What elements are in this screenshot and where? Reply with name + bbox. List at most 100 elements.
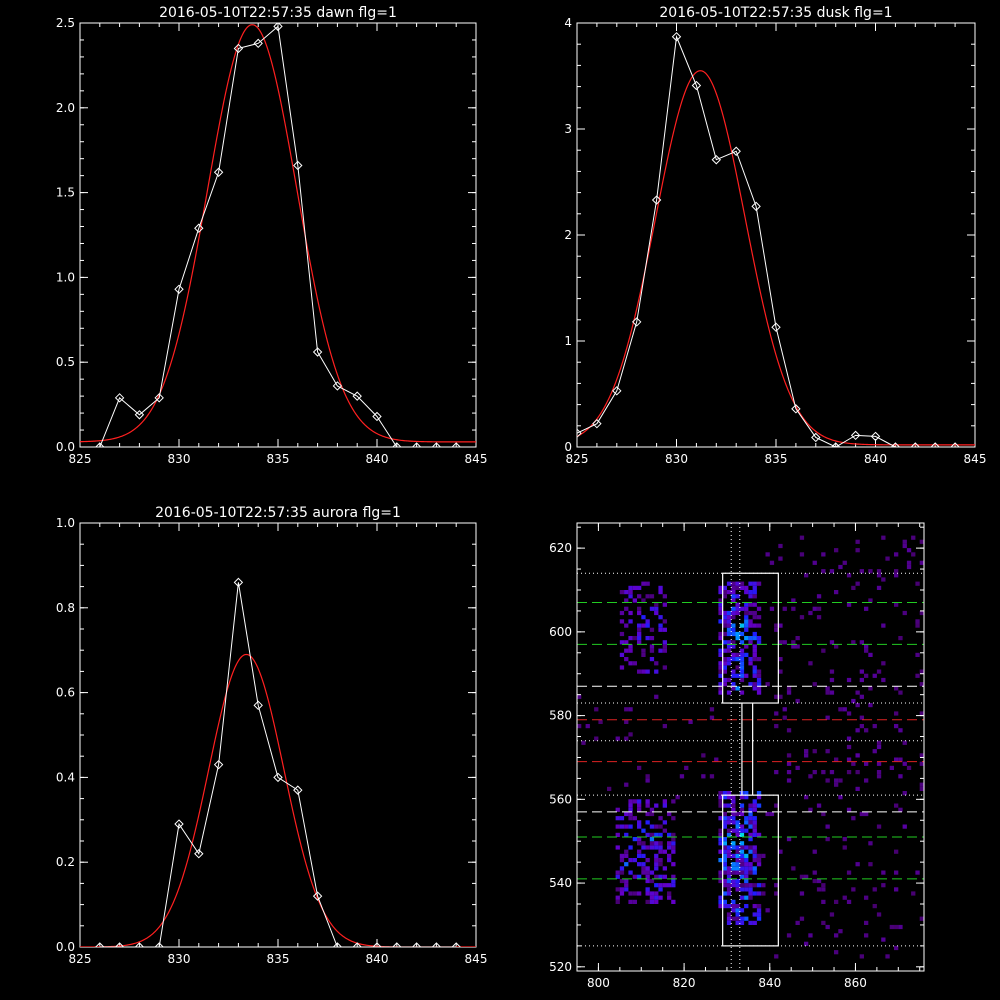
heatmap-pixel [722,640,727,645]
heatmap-pixel [671,874,676,879]
heatmap-pixel [821,920,826,925]
heatmap-pixel [718,832,723,837]
heatmap-pixel [726,870,732,875]
heatmap-pixel [645,811,650,817]
heatmap-pixel [765,908,770,913]
heatmap-pixel [825,749,830,754]
heatmap-pixel [649,870,655,875]
heatmap-pixel [752,824,757,829]
heatmap-pixel [624,824,629,829]
heatmap-pixel [722,816,727,821]
y-tick-label: 540 [549,876,572,890]
heatmap-pixel [799,916,805,921]
heatmap-pixel [876,744,882,750]
heatmap-pixel [637,765,642,770]
heatmap-pixel [718,878,723,884]
heatmap-pixel [744,623,749,628]
heatmap-pixel [619,590,625,595]
heatmap-pixel [919,610,924,616]
heatmap-pixel [872,673,877,678]
heatmap-pixel [649,899,655,904]
heatmap-pixel [726,853,732,858]
heatmap-pixel [641,581,646,586]
heatmap-pixel [919,761,924,766]
heatmap-pixel [718,610,723,616]
heatmap-pixel [851,585,856,590]
heatmap-pixel [812,606,817,611]
x-tick-label: 830 [168,952,191,966]
heatmap-pixel [632,899,637,904]
heatmap-pixel [718,682,723,687]
heatmap-pixel [756,669,762,674]
heatmap-pixel [752,799,757,804]
heatmap-pixel [667,895,672,900]
x-tick-label: 825 [69,952,92,966]
heatmap-pixel [748,636,753,641]
heatmap-pixel [726,883,732,888]
heatmap-pixel [744,673,749,678]
heatmap-pixel [731,916,736,921]
heatmap-pixel [624,883,629,888]
data-series-line [99,25,457,447]
heatmap-pixel [816,878,822,884]
heatmap-pixel [894,724,899,729]
heatmap-pixel [675,795,680,800]
heatmap-pixel [722,853,727,858]
heatmap-pixel [744,585,749,590]
heatmap-pixel [748,610,753,616]
heatmap-pixel [658,874,663,879]
heatmap-pixel [795,698,800,704]
heatmap-pixel [846,744,852,750]
heatmap-pixel [654,832,659,837]
heatmap-pixel [756,795,762,800]
chart-dusk: 2016-05-10T22:57:35 dusk flg=1 825 830 835 8… [564,5,986,466]
heatmap-pixel [632,661,637,666]
heatmap-pixel [628,799,633,804]
heatmap-pixel [667,841,672,846]
heatmap-pixel [649,636,655,641]
heatmap-pixel [744,590,749,595]
heatmap-pixel [739,828,745,833]
heatmap-pixel [919,539,924,544]
heatmap-pixel [645,619,650,624]
heatmap-pixel [709,774,715,779]
heatmap-pixel [654,803,659,808]
heatmap-pixel [859,640,864,645]
heatmap-pixel [795,636,800,641]
heatmap-pixel [671,878,676,884]
data-point [392,942,402,947]
heatmap-pixel [658,895,663,900]
heatmap-pixel [628,845,633,850]
heatmap-pixel [816,606,822,611]
heatmap-pixel [748,862,753,867]
heatmap-pixel [799,874,805,879]
heatmap-pixel [722,590,727,595]
heatmap-pixel [778,556,783,561]
heatmap-pixel [748,619,753,624]
heatmap-pixel [829,669,835,674]
data-point [731,146,741,156]
heatmap-pixel [812,682,817,687]
heatmap-pixel [628,816,633,821]
heatmap-pixel [782,715,787,720]
heatmap-pixel [825,686,830,691]
heatmap-pixel [654,862,659,867]
heatmap-pixel [876,573,882,578]
data-point [213,167,224,177]
heatmap-pixel [808,774,813,779]
heatmap-pixel [782,606,787,611]
heatmap-pixel [786,686,792,691]
heatmap-pixel [671,862,676,867]
heatmap-pixel [752,828,757,833]
heatmap-pixel [607,786,612,791]
heatmap-pixel [735,908,740,913]
box-connector [741,703,754,796]
heatmap-pixel [778,640,783,645]
heatmap-pixel [641,841,646,846]
heatmap-pixel [654,845,659,850]
heatmap-pixel [778,543,783,549]
heatmap-pixel [748,803,753,808]
heatmap-pixel [834,899,839,904]
data-point [95,942,105,947]
